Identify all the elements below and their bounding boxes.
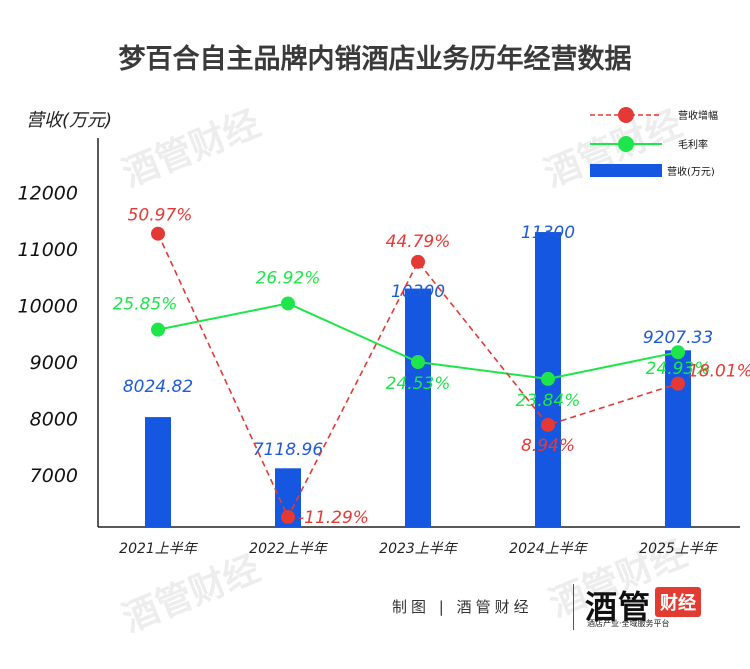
chart-title: 梦百合自主品牌内销酒店业务历年经营数据 (119, 43, 632, 75)
growth-label: 44.79% (386, 232, 451, 252)
y-tick-label: 8000 (30, 409, 78, 431)
margin-label: 24.93% (646, 359, 711, 379)
bar-label: 11300 (521, 223, 575, 243)
y-tick-label: 11000 (18, 239, 78, 261)
margin-point (541, 371, 555, 386)
logo-main-text: 酒管 (585, 588, 652, 626)
x-tick-label: 2021上半年 (119, 541, 199, 557)
bar-label: 10300 (391, 282, 445, 302)
brand-logo: 酒管 财经 酒店产业·全域服务平台 (585, 582, 715, 628)
growth-point (151, 226, 165, 241)
legend-label: 毛利率 (678, 138, 708, 151)
growth-label: -11.29% (298, 508, 369, 528)
growth-point (281, 510, 295, 524)
footer-divider (573, 584, 574, 630)
y-tick-label: 9000 (30, 352, 78, 374)
logo-slogan: 酒店产业·全域服务平台 (587, 619, 670, 628)
growth-label: 50.97% (128, 206, 193, 226)
margin-label: 26.92% (256, 268, 321, 288)
legend-label: 营收(万元) (667, 165, 715, 178)
margin-label: 23.84% (516, 391, 581, 411)
margin-point (411, 355, 425, 369)
y-tick-label: 12000 (18, 183, 78, 205)
bar (405, 288, 431, 527)
growth-point (541, 417, 555, 432)
bar-label: 8024.82 (123, 377, 193, 397)
margin-label: 24.53% (386, 374, 451, 394)
growth-point (411, 254, 425, 269)
y-tick-label: 10000 (18, 296, 78, 318)
legend-marker-growth (618, 107, 634, 123)
growth-series-line (157, 233, 679, 519)
growth-point (671, 376, 685, 391)
x-tick-label: 2022上半年 (249, 541, 329, 557)
margin-point (151, 322, 165, 337)
y-axis-label: 营收(万元) (26, 110, 112, 131)
growth-label: 18.01% (688, 362, 750, 382)
margin-point (281, 296, 295, 311)
legend-marker-margin (618, 136, 634, 152)
logo-tag: 财经 (655, 587, 701, 617)
x-tick-label: 2023上半年 (379, 541, 459, 557)
x-tick-label: 2025上半年 (639, 541, 719, 557)
y-tick-label: 7000 (30, 465, 78, 487)
x-tick-label: 2024上半年 (509, 541, 589, 557)
margin-point (671, 345, 685, 360)
bar (145, 417, 171, 527)
growth-label: 8.94% (521, 436, 575, 456)
legend-label: 营收增幅 (678, 109, 718, 122)
bar-label: 7118.96 (253, 440, 323, 460)
legend-swatch-bar (590, 164, 662, 177)
footer-credit: 制图 | 酒管财经 (392, 598, 533, 616)
bar-label: 9207.33 (643, 328, 713, 348)
margin-label: 25.85% (113, 295, 178, 315)
